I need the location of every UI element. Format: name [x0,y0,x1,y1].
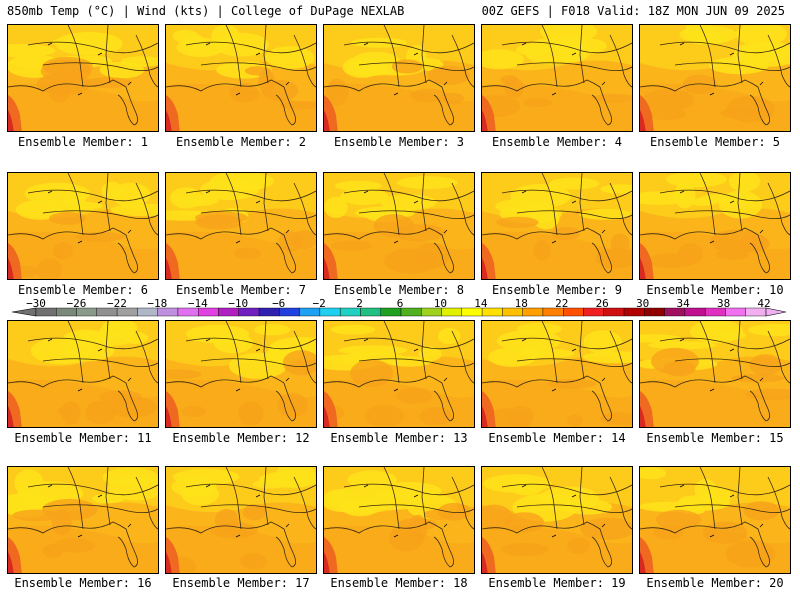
ensemble-member-label: Ensemble Member: 6 [17,283,149,297]
colorbar-tick-label: 10 [433,297,448,310]
ensemble-member-label: Ensemble Member: 3 [333,135,465,149]
ensemble-member-label: Ensemble Member: 10 [646,283,784,297]
ensemble-member-map [323,172,475,280]
ensemble-member-map [639,172,791,280]
colorbar-tick-label: −18 [147,297,168,310]
ensemble-member-label: Ensemble Member: 15 [646,431,784,445]
colorbar-tick-label: −26 [66,297,87,310]
ensemble-member-map [165,172,317,280]
ensemble-member-map [165,466,317,574]
ensemble-member-label: Ensemble Member: 18 [330,576,468,590]
ensemble-member-map [481,320,633,428]
ensemble-member-label: Ensemble Member: 17 [172,576,310,590]
ensemble-member-label: Ensemble Member: 19 [488,576,626,590]
ensemble-member-map [323,24,475,132]
ensemble-member-map [7,172,159,280]
colorbar-tick-label: −10 [228,297,249,310]
header-title: 850mb Temp (°C) | Wind (kts) | College o… [7,4,405,18]
colorbar-tick-label: −30 [26,297,46,310]
ensemble-member-label: Ensemble Member: 2 [175,135,307,149]
ensemble-member-map [165,320,317,428]
colorbar-tick-label: 18 [514,297,528,310]
ensemble-member-label: Ensemble Member: 1 [17,135,149,149]
ensemble-member-map [639,320,791,428]
ensemble-member-map [639,466,791,574]
ensemble-member-label: Ensemble Member: 4 [491,135,623,149]
colorbar-tick-label: 38 [716,297,731,310]
colorbar-tick-label: −14 [187,297,208,310]
colorbar-tick-label: 42 [757,297,771,310]
ensemble-member-label: Ensemble Member: 14 [488,431,626,445]
colorbar-tick-label: 26 [595,297,609,310]
ensemble-member-label: Ensemble Member: 12 [172,431,310,445]
ensemble-member-label: Ensemble Member: 13 [330,431,468,445]
ensemble-member-map [7,466,159,574]
ensemble-member-label: Ensemble Member: 5 [649,135,781,149]
colorbar-tick-label: −6 [272,297,286,310]
ensemble-member-label: Ensemble Member: 20 [646,576,784,590]
colorbar-tick-label: 34 [676,297,690,310]
ensemble-member-map [481,24,633,132]
temperature-colorbar [11,307,787,317]
ensemble-member-map [323,466,475,574]
ensemble-member-map [165,24,317,132]
ensemble-member-label: Ensemble Member: 16 [14,576,152,590]
ensemble-member-label: Ensemble Member: 9 [491,283,623,297]
colorbar-tick-label: −22 [106,297,127,310]
ensemble-member-label: Ensemble Member: 8 [333,283,465,297]
ensemble-member-map [7,24,159,132]
colorbar-tick-label: 14 [474,297,488,310]
colorbar-tick-label: 22 [555,297,569,310]
ensemble-member-map [323,320,475,428]
header-valid-time: 00Z GEFS | F018 Valid: 18Z MON JUN 09 20… [481,4,785,18]
ensemble-member-map [481,172,633,280]
ensemble-member-map [639,24,791,132]
colorbar-tick-label: 2 [356,297,363,310]
ensemble-member-label: Ensemble Member: 7 [175,283,307,297]
ensemble-member-label: Ensemble Member: 11 [14,431,152,445]
ensemble-member-map [481,466,633,574]
ensemble-member-map [7,320,159,428]
colorbar-tick-label: 6 [396,297,404,310]
colorbar-tick-label: 30 [636,297,650,310]
colorbar-tick-label: −2 [312,297,326,310]
